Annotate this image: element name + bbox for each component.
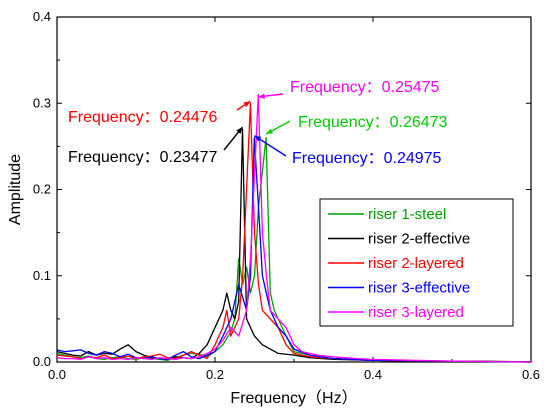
series-line-1 bbox=[56, 137, 532, 363]
y-tick-label: 0.3 bbox=[33, 95, 51, 110]
series-line-2 bbox=[56, 128, 532, 363]
legend-label: riser 1-steel bbox=[368, 206, 446, 223]
annotation-arrowhead bbox=[243, 101, 251, 108]
legend-label: riser 2-layered bbox=[368, 255, 464, 272]
annotation-arrowhead bbox=[254, 135, 262, 142]
x-tick-label: 0.4 bbox=[364, 367, 382, 382]
annotation-layer: Frequency：0.25475 Frequency：0.24476 Freque… bbox=[68, 79, 448, 167]
annotation-label: Frequency：0.24476 bbox=[68, 109, 218, 126]
y-tick-label: 0.2 bbox=[33, 182, 51, 197]
legend: riser 1-steel riser 2-effective riser 2-la… bbox=[319, 198, 514, 327]
series-line-3 bbox=[56, 102, 532, 363]
annotation-label: Frequency：0.25475 bbox=[290, 79, 440, 96]
legend-label: riser 3-layered bbox=[368, 304, 464, 321]
legend-label: riser 3-effective bbox=[368, 280, 470, 297]
annotation-label: Frequency：0.26473 bbox=[298, 114, 448, 131]
annotation-arrowhead bbox=[236, 127, 243, 134]
annotation-label: Frequency：0.23477 bbox=[68, 149, 218, 166]
x-tick-label: 0.0 bbox=[48, 367, 66, 382]
legend-label: riser 2-effective bbox=[368, 231, 470, 248]
x-axis-title: Frequency（Hz） bbox=[230, 389, 357, 407]
series-line-5 bbox=[56, 93, 532, 363]
series-line-4 bbox=[56, 137, 532, 363]
x-tick-label: 0.2 bbox=[206, 367, 224, 382]
y-tick-label: 0.1 bbox=[33, 268, 51, 283]
y-tick-label: 0.0 bbox=[33, 354, 51, 369]
annotation-arrowhead bbox=[266, 128, 274, 135]
axis-ticks: 0.0 0.2 0.4 0.6 0.0 0.1 0.2 0.3 0.4 bbox=[33, 9, 540, 382]
annotation-arrowhead bbox=[258, 93, 265, 99]
y-tick-label: 0.4 bbox=[33, 9, 51, 24]
y-axis-title: Amplitude bbox=[7, 154, 24, 225]
annotation-label: Frequency：0.24975 bbox=[292, 150, 442, 167]
series-layer bbox=[56, 93, 532, 363]
x-tick-label: 0.6 bbox=[522, 367, 540, 382]
